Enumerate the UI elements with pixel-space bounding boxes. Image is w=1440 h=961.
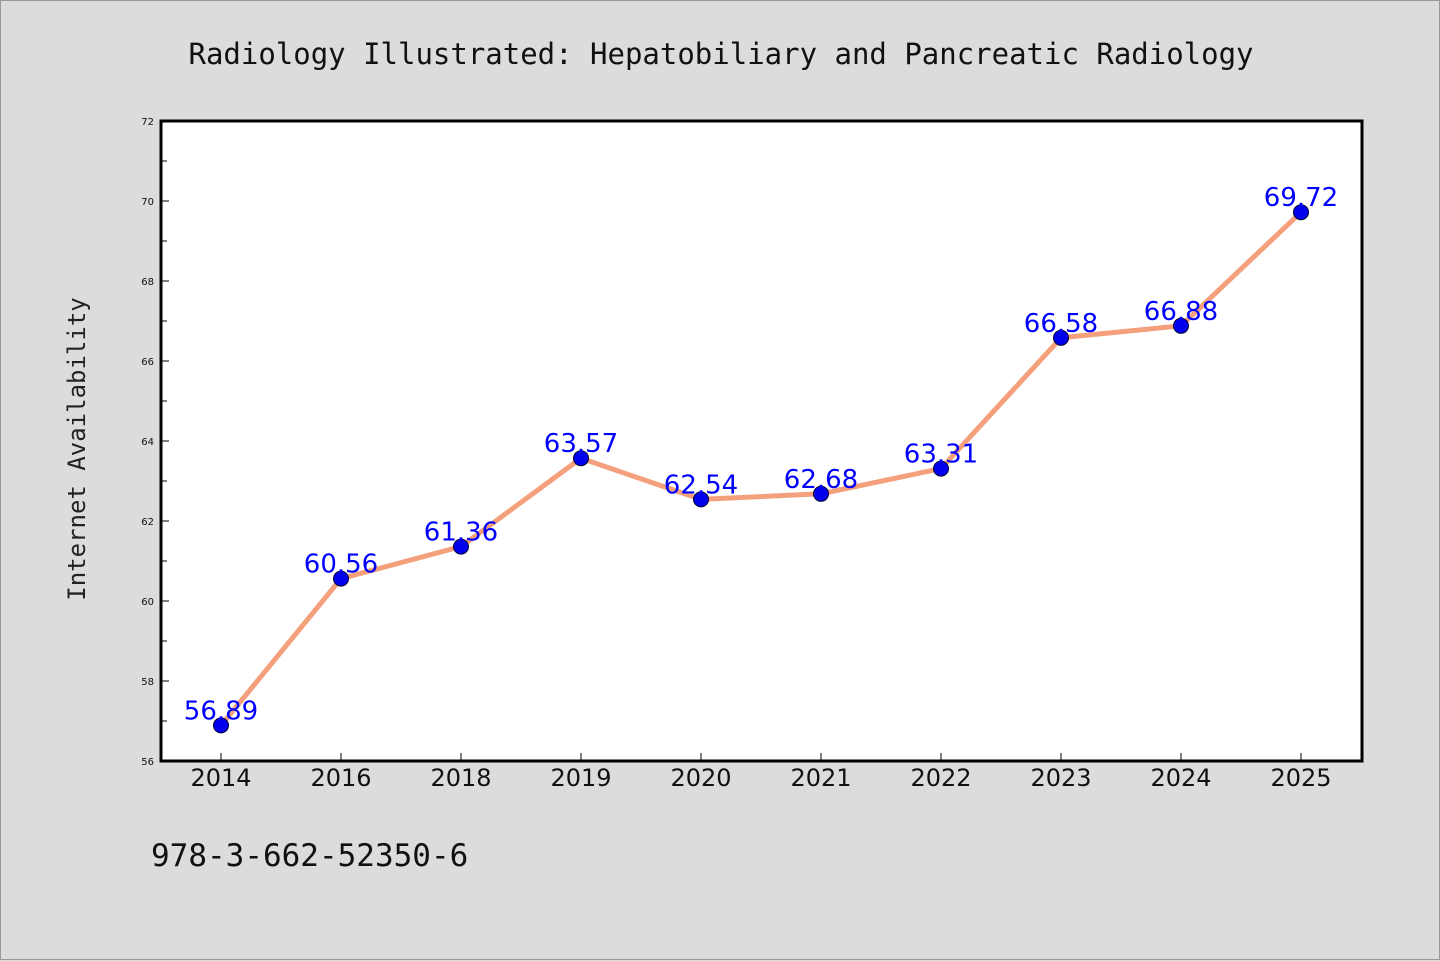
- y-tick-label: 56: [141, 757, 154, 768]
- x-tick-label: 2020: [670, 764, 731, 792]
- data-point: [813, 485, 829, 502]
- y-tick-label: 58: [141, 677, 154, 688]
- data-labels-group: 56.89 60.56 61.36 63.57 62.54 62.68 63.31 66.58…: [184, 183, 1338, 726]
- data-label: 66.88: [1144, 297, 1218, 327]
- x-tick-label: 2022: [910, 764, 971, 792]
- data-point: [1293, 204, 1309, 221]
- plot-border: [159, 119, 1364, 763]
- data-point: [933, 460, 949, 477]
- x-tick-label: 2024: [1150, 764, 1211, 792]
- x-tick-label: 2023: [1030, 764, 1091, 792]
- x-tick-label: 2018: [430, 764, 491, 792]
- x-tick-label: 2016: [310, 764, 371, 792]
- data-label: 62.68: [784, 465, 858, 495]
- isbn-text: 978-3-662-52350-6: [151, 838, 468, 874]
- data-label: 69.72: [1264, 183, 1338, 213]
- y-tick-label: 60: [141, 597, 154, 608]
- y-axis-ticks: 56 58 60 62 64 66 68 70 72: [141, 117, 169, 768]
- data-point: [453, 538, 469, 555]
- data-label: 66.58: [1024, 309, 1098, 339]
- x-axis-ticks: 2014 2016 2018 2019 2020 2021 2022 2023 2024 2025: [190, 753, 1332, 792]
- data-point: [573, 450, 589, 467]
- data-point: [693, 491, 709, 508]
- plot-area: [161, 121, 1362, 761]
- data-label: 63.57: [544, 429, 618, 459]
- x-tick-label: 2021: [790, 764, 851, 792]
- data-label: 62.54: [664, 470, 738, 500]
- data-label: 63.31: [904, 440, 978, 470]
- data-point: [333, 570, 349, 587]
- y-tick-label: 66: [141, 357, 154, 368]
- data-points-group: [213, 204, 1309, 734]
- data-point: [1173, 317, 1189, 334]
- series-line: [218, 209, 1304, 728]
- y-tick-label: 72: [141, 117, 154, 128]
- y-tick-label: 62: [141, 517, 154, 528]
- data-label: 56.89: [184, 696, 258, 726]
- x-tick-label: 2014: [190, 764, 251, 792]
- x-tick-label: 2025: [1270, 764, 1331, 792]
- chart-title: Radiology Illustrated: Hepatobiliary and…: [188, 37, 1253, 71]
- data-label: 61.36: [424, 518, 498, 548]
- x-tick-label: 2019: [550, 764, 611, 792]
- y-axis-label: Internet Availability: [63, 297, 91, 600]
- data-point: [1053, 329, 1069, 346]
- series-line-group: [218, 209, 1304, 728]
- y-tick-label: 64: [141, 437, 154, 448]
- y-tick-label: 70: [141, 197, 154, 208]
- data-point: [213, 717, 229, 734]
- y-tick-label: 68: [141, 277, 154, 288]
- data-label: 60.56: [304, 550, 378, 580]
